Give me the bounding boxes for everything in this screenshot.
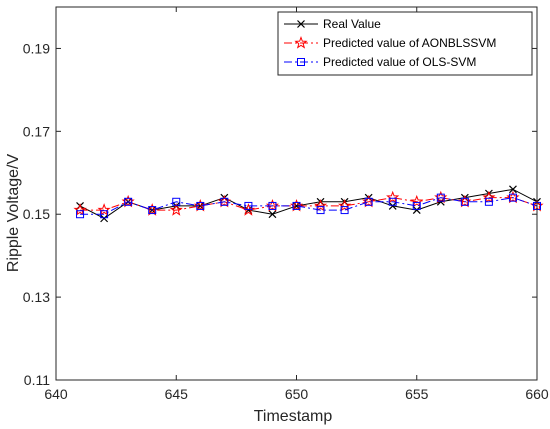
marker-stroke (509, 185, 517, 194)
data-point (76, 210, 85, 219)
x-tick-label: 645 (165, 386, 189, 402)
data-point (100, 214, 109, 223)
marker-stroke (388, 202, 397, 210)
data-point (482, 190, 496, 204)
data-point (220, 197, 229, 206)
data-point (244, 201, 253, 210)
marker-stroke (268, 210, 277, 219)
data-point (388, 197, 397, 206)
data-point (100, 210, 109, 219)
legend-label: Real Value (323, 17, 381, 31)
data-point (508, 193, 517, 202)
series-line (80, 197, 538, 215)
y-tick-label: 0.17 (23, 123, 50, 139)
legend: Real Value Predicted value of AONBLSSVM Pr… (277, 11, 533, 76)
data-point (97, 203, 111, 216)
legend-marker (294, 36, 308, 49)
legend-entry: Real Value (284, 17, 381, 31)
data-point (292, 201, 301, 210)
data-point (412, 206, 421, 215)
data-point (268, 201, 277, 210)
y-tick-label: 0.11 (24, 372, 50, 388)
data-point (73, 203, 87, 216)
marker-stroke (297, 20, 305, 28)
data-point (460, 197, 469, 206)
legend-label: Predicted value of OLS-SVM (323, 55, 476, 69)
data-point (364, 197, 373, 206)
x-tick-label: 650 (285, 386, 309, 402)
legend-entry: Predicted value of OLS-SVM (284, 55, 476, 69)
y-tick-label: 0.15 (23, 206, 50, 222)
data-point (388, 202, 397, 210)
data-point (509, 185, 517, 194)
data-point (196, 201, 205, 210)
data-point (148, 206, 157, 215)
data-point (316, 206, 325, 215)
data-point (410, 194, 424, 208)
data-point (124, 197, 133, 206)
legend-entry: Predicted value of AONBLSSVM (284, 36, 496, 50)
y-tick-label: 0.13 (23, 289, 50, 305)
marker-stroke (100, 214, 109, 223)
series-3 (76, 193, 541, 219)
x-tick-label: 655 (405, 386, 429, 402)
x-tick-label: 640 (44, 386, 68, 402)
data-point (338, 198, 352, 212)
data-point (169, 203, 183, 216)
legend-box (277, 11, 533, 76)
data-point (340, 206, 349, 215)
data-point (172, 197, 181, 206)
marker-stroke (412, 206, 421, 215)
y-tick-label: 0.19 (23, 40, 50, 56)
axes: 640 645 650 655 660 0.11 0.13 0.15 0.17 0.19 (23, 6, 549, 402)
data-point (386, 190, 400, 204)
data-point (484, 197, 493, 206)
data-point (436, 193, 445, 202)
y-axis-title: Ripple Voltage/V (5, 154, 22, 273)
legend-label: Predicted value of AONBLSSVM (323, 36, 496, 50)
x-axis-title: Timestamp (254, 408, 333, 425)
x-tick-label: 660 (525, 386, 549, 402)
plot-area (73, 185, 544, 223)
legend-marker (297, 20, 305, 28)
legend-marker (297, 58, 305, 66)
data-point (412, 201, 421, 210)
data-point (268, 210, 277, 219)
data-point (313, 198, 328, 212)
